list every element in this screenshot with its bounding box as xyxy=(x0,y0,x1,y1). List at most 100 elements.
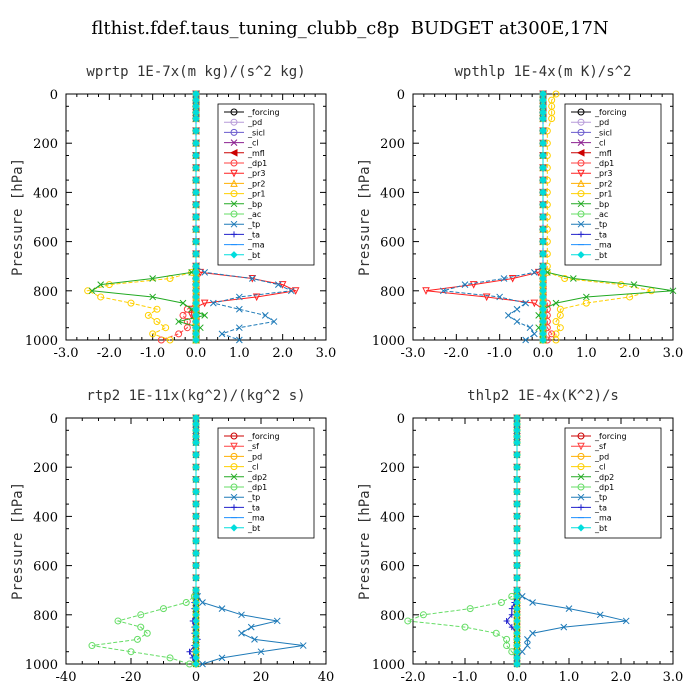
y-tick-label: 600 xyxy=(380,560,405,575)
legend-marker xyxy=(230,200,238,208)
chart-panel-3: rtp2 1E-11x(kg^2)/(kg^2 s) Pressure [hPa]… xyxy=(10,388,334,685)
data-point xyxy=(144,311,152,319)
data-point xyxy=(556,311,564,319)
x-tick-label: -3.0 xyxy=(53,346,78,361)
data-point xyxy=(166,654,174,662)
legend-marker xyxy=(230,493,238,501)
data-point xyxy=(251,636,258,643)
data-point xyxy=(497,599,505,606)
data-point xyxy=(192,225,200,234)
data-point xyxy=(582,293,590,301)
data-point xyxy=(192,512,200,521)
data-point xyxy=(404,617,412,625)
data-point xyxy=(552,336,560,344)
data-point xyxy=(235,324,243,332)
series-bt xyxy=(192,414,200,668)
y-tick-label: 1000 xyxy=(372,658,405,673)
data-point xyxy=(539,237,547,246)
legend-label: _bt xyxy=(247,524,260,533)
legend-label: _sf xyxy=(594,442,606,451)
legend: _forcing_sf_pd _cl_dp2_dp1_tp_ta _ma_bt xyxy=(564,427,662,539)
x-tick-label: -40 xyxy=(56,670,77,685)
legend-label: _ta xyxy=(594,503,607,512)
x-tick-label: 1.0 xyxy=(576,346,597,361)
y-tick-label: 1000 xyxy=(25,658,58,673)
legend-marker xyxy=(230,463,238,471)
y-tick-label: 400 xyxy=(380,186,405,201)
series-dp1 xyxy=(88,414,200,668)
panel-title: thlp2 1E-4x(K^2)/s xyxy=(467,388,619,404)
data-point xyxy=(235,305,243,313)
data-point xyxy=(134,635,141,643)
data-point xyxy=(179,311,187,319)
legend-label: _ma xyxy=(594,514,612,523)
data-point xyxy=(617,281,625,289)
data-point xyxy=(518,592,526,600)
data-point xyxy=(192,574,200,582)
data-point xyxy=(539,225,547,234)
data-point xyxy=(552,90,560,98)
y-tick-label: 400 xyxy=(33,186,58,201)
data-point xyxy=(518,648,526,656)
data-point xyxy=(153,305,161,313)
data-point xyxy=(503,642,511,650)
legend-marker xyxy=(230,179,238,187)
legend-label: _tp xyxy=(594,220,607,229)
data-point xyxy=(500,275,508,282)
x-tick-label: 1.0 xyxy=(229,346,250,361)
legend-marker xyxy=(577,108,585,116)
legend-marker xyxy=(577,200,585,208)
data-point xyxy=(149,275,157,282)
legend-marker xyxy=(577,442,585,451)
legend-marker xyxy=(230,159,238,167)
legend-label: _ta xyxy=(594,230,607,239)
legend-box xyxy=(564,103,662,266)
legend-label: _pr2 xyxy=(247,179,265,188)
legend-box xyxy=(217,103,315,266)
x-tick-label: 0.0 xyxy=(533,346,554,361)
figure-title: flthist.fdef.taus_tuning_clubb_c8p BUDGE… xyxy=(91,18,609,39)
legend-label: _ma xyxy=(247,514,265,523)
data-point xyxy=(513,488,521,496)
data-point xyxy=(252,293,261,302)
data-point xyxy=(596,611,604,619)
legend-marker xyxy=(578,231,584,238)
data-point xyxy=(524,642,531,649)
legend-marker xyxy=(577,179,585,187)
legend-label: _ac xyxy=(247,210,261,219)
legend-label: _sf xyxy=(247,442,259,451)
data-point xyxy=(539,139,547,147)
data-point xyxy=(539,188,547,197)
legend-label: _cl xyxy=(247,139,259,148)
legend-marker xyxy=(230,128,238,136)
x-tick-label: 3.0 xyxy=(663,346,684,361)
data-point xyxy=(192,237,200,246)
legend-label: _tp xyxy=(247,220,260,229)
data-point xyxy=(97,281,105,289)
legend-marker xyxy=(230,190,238,198)
legend-marker xyxy=(230,118,238,126)
data-point xyxy=(552,299,560,307)
y-tick-label: 200 xyxy=(33,137,58,152)
chart-panel-2: wpthlp 1E-4x(m K)/s^2 Pressure [hPa] -3.0 -… xyxy=(357,64,683,361)
data-point xyxy=(201,312,209,319)
data-point xyxy=(192,451,200,459)
data-point xyxy=(530,268,538,276)
panel-title: wprtp 1E-7x(m kg)/(s^2 kg) xyxy=(86,64,305,80)
data-point xyxy=(524,636,531,643)
data-point xyxy=(192,151,200,160)
data-point xyxy=(461,623,469,631)
legend-label: _pd xyxy=(594,452,609,461)
data-point xyxy=(508,275,517,283)
data-point xyxy=(192,488,200,496)
y-tick-label: 800 xyxy=(380,609,405,624)
y-tick-label: 800 xyxy=(380,285,405,300)
data-point xyxy=(179,299,187,307)
data-point xyxy=(513,549,521,558)
x-tick-label: 2.0 xyxy=(272,346,293,361)
panel-title: rtp2 1E-11x(kg^2)/(kg^2 s) xyxy=(86,388,305,404)
legend-marker xyxy=(577,190,585,198)
legend-label: _dp2 xyxy=(247,473,267,482)
data-point xyxy=(192,463,200,471)
data-point xyxy=(299,642,307,649)
